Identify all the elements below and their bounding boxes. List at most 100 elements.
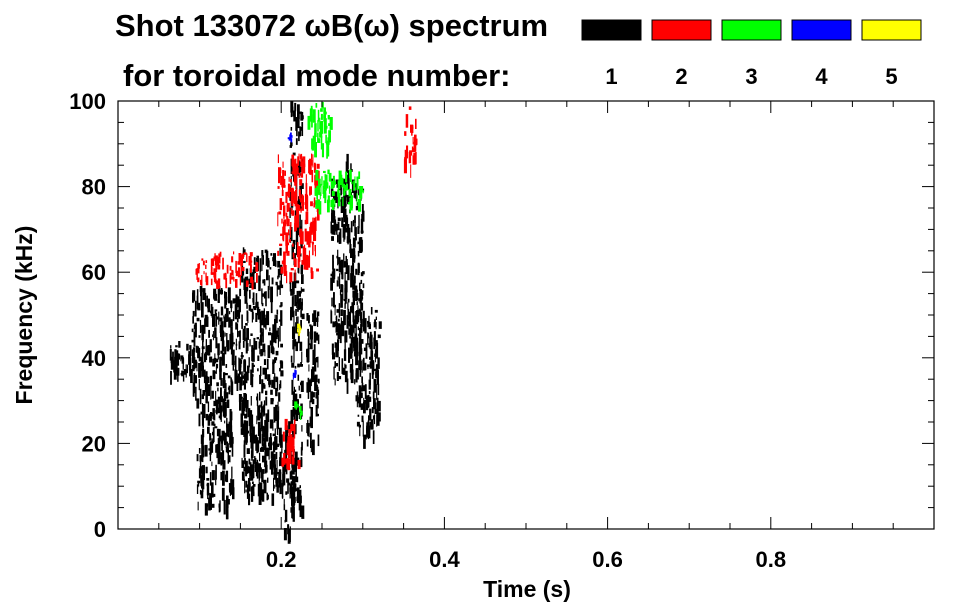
data-point — [213, 414, 216, 421]
data-point — [217, 278, 221, 289]
data-point — [298, 327, 302, 331]
data-point — [355, 285, 358, 301]
data-point — [250, 424, 254, 430]
data-point — [197, 501, 199, 511]
data-point — [288, 137, 291, 141]
data-point — [349, 239, 351, 252]
data-point — [273, 338, 275, 343]
data-point — [186, 370, 188, 373]
data-point — [344, 330, 348, 343]
data-point — [356, 310, 360, 320]
data-point — [274, 260, 277, 267]
data-point — [239, 358, 242, 368]
data-point — [275, 281, 278, 286]
data-point — [314, 121, 316, 125]
data-point — [248, 465, 250, 473]
data-point — [315, 216, 317, 221]
data-point — [359, 249, 362, 253]
data-point — [336, 332, 338, 336]
data-point — [297, 301, 299, 312]
data-point — [350, 163, 352, 171]
data-point — [205, 264, 207, 269]
data-point — [279, 384, 281, 390]
data-point — [302, 202, 305, 205]
data-point — [332, 175, 335, 188]
data-point — [333, 268, 336, 280]
data-point — [404, 149, 407, 160]
data-point — [331, 190, 335, 196]
data-point — [239, 376, 242, 391]
data-point — [296, 163, 298, 170]
data-point — [289, 226, 291, 238]
data-point — [317, 132, 319, 143]
data-point — [349, 335, 351, 339]
data-point — [207, 486, 209, 500]
data-point — [343, 193, 347, 198]
data-point — [340, 186, 343, 195]
data-point — [351, 181, 353, 185]
data-point — [332, 352, 336, 360]
data-point — [311, 170, 314, 183]
data-point — [374, 408, 377, 414]
data-point — [320, 183, 322, 196]
data-point — [250, 264, 252, 273]
data-point — [212, 427, 215, 443]
data-point — [197, 481, 200, 487]
data-point — [269, 340, 272, 346]
data-point — [204, 318, 206, 326]
data-point — [300, 198, 302, 203]
data-point — [291, 423, 294, 432]
data-point — [354, 379, 356, 385]
data-point — [245, 323, 248, 326]
data-point — [193, 390, 195, 397]
data-point — [347, 201, 351, 205]
data-point — [340, 294, 343, 308]
data-point — [283, 452, 286, 465]
data-point — [359, 186, 363, 199]
data-point — [272, 455, 276, 462]
data-point — [209, 472, 212, 486]
data-point — [277, 250, 279, 256]
data-point — [260, 349, 263, 357]
data-point — [284, 418, 288, 431]
data-point — [290, 222, 292, 231]
data-point — [323, 170, 326, 173]
data-point — [362, 385, 366, 392]
data-point — [315, 380, 317, 390]
data-point — [199, 458, 202, 468]
data-point — [205, 260, 208, 263]
data-point — [360, 272, 364, 277]
data-point — [259, 404, 261, 408]
data-point — [229, 265, 232, 271]
data-point — [314, 251, 316, 257]
data-point — [353, 248, 356, 262]
data-point — [276, 314, 278, 324]
data-point — [360, 218, 364, 234]
data-point — [265, 413, 267, 423]
data-point — [296, 459, 298, 462]
data-point — [232, 311, 235, 322]
data-point — [243, 393, 247, 408]
data-point — [252, 491, 255, 497]
data-point — [230, 306, 232, 313]
data-point — [317, 389, 320, 396]
data-point — [277, 401, 279, 407]
data-point — [349, 202, 351, 213]
data-point — [345, 171, 348, 183]
data-point — [346, 315, 349, 329]
data-point — [204, 382, 207, 393]
data-point — [192, 365, 195, 372]
data-point — [330, 277, 333, 291]
data-point — [194, 359, 197, 368]
data-point — [295, 169, 299, 173]
data-point — [344, 364, 347, 369]
data-point — [209, 452, 212, 455]
data-point — [354, 215, 356, 223]
data-point — [374, 319, 376, 323]
data-point — [277, 268, 280, 278]
data-point — [377, 334, 381, 339]
data-point — [210, 266, 213, 274]
data-point — [224, 420, 226, 424]
data-point — [333, 191, 337, 201]
data-point — [269, 460, 272, 470]
